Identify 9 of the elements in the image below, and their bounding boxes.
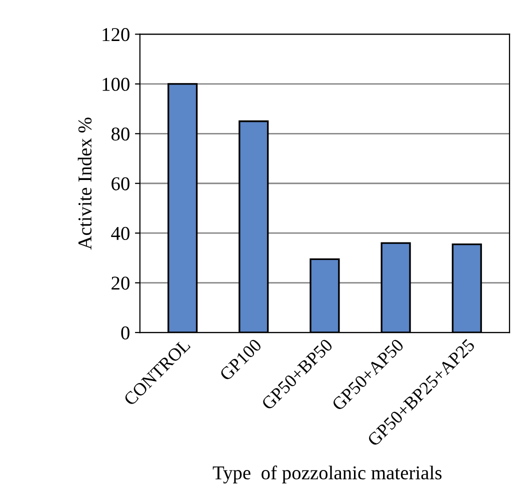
y-axis-title: Activite Index %: [78, 118, 92, 250]
y-tick-label: 80: [111, 127, 130, 141]
y-tick-label: 100: [102, 78, 130, 91]
y-tick-label: 120: [102, 28, 130, 42]
y-tick-label: 20: [112, 276, 130, 290]
y-tick-label: 0: [121, 326, 130, 340]
y-tick-label: 60: [112, 177, 130, 190]
y-tick-label: 40: [111, 226, 130, 240]
x-axis-title: Type of pozzolanic materials: [212, 466, 442, 484]
